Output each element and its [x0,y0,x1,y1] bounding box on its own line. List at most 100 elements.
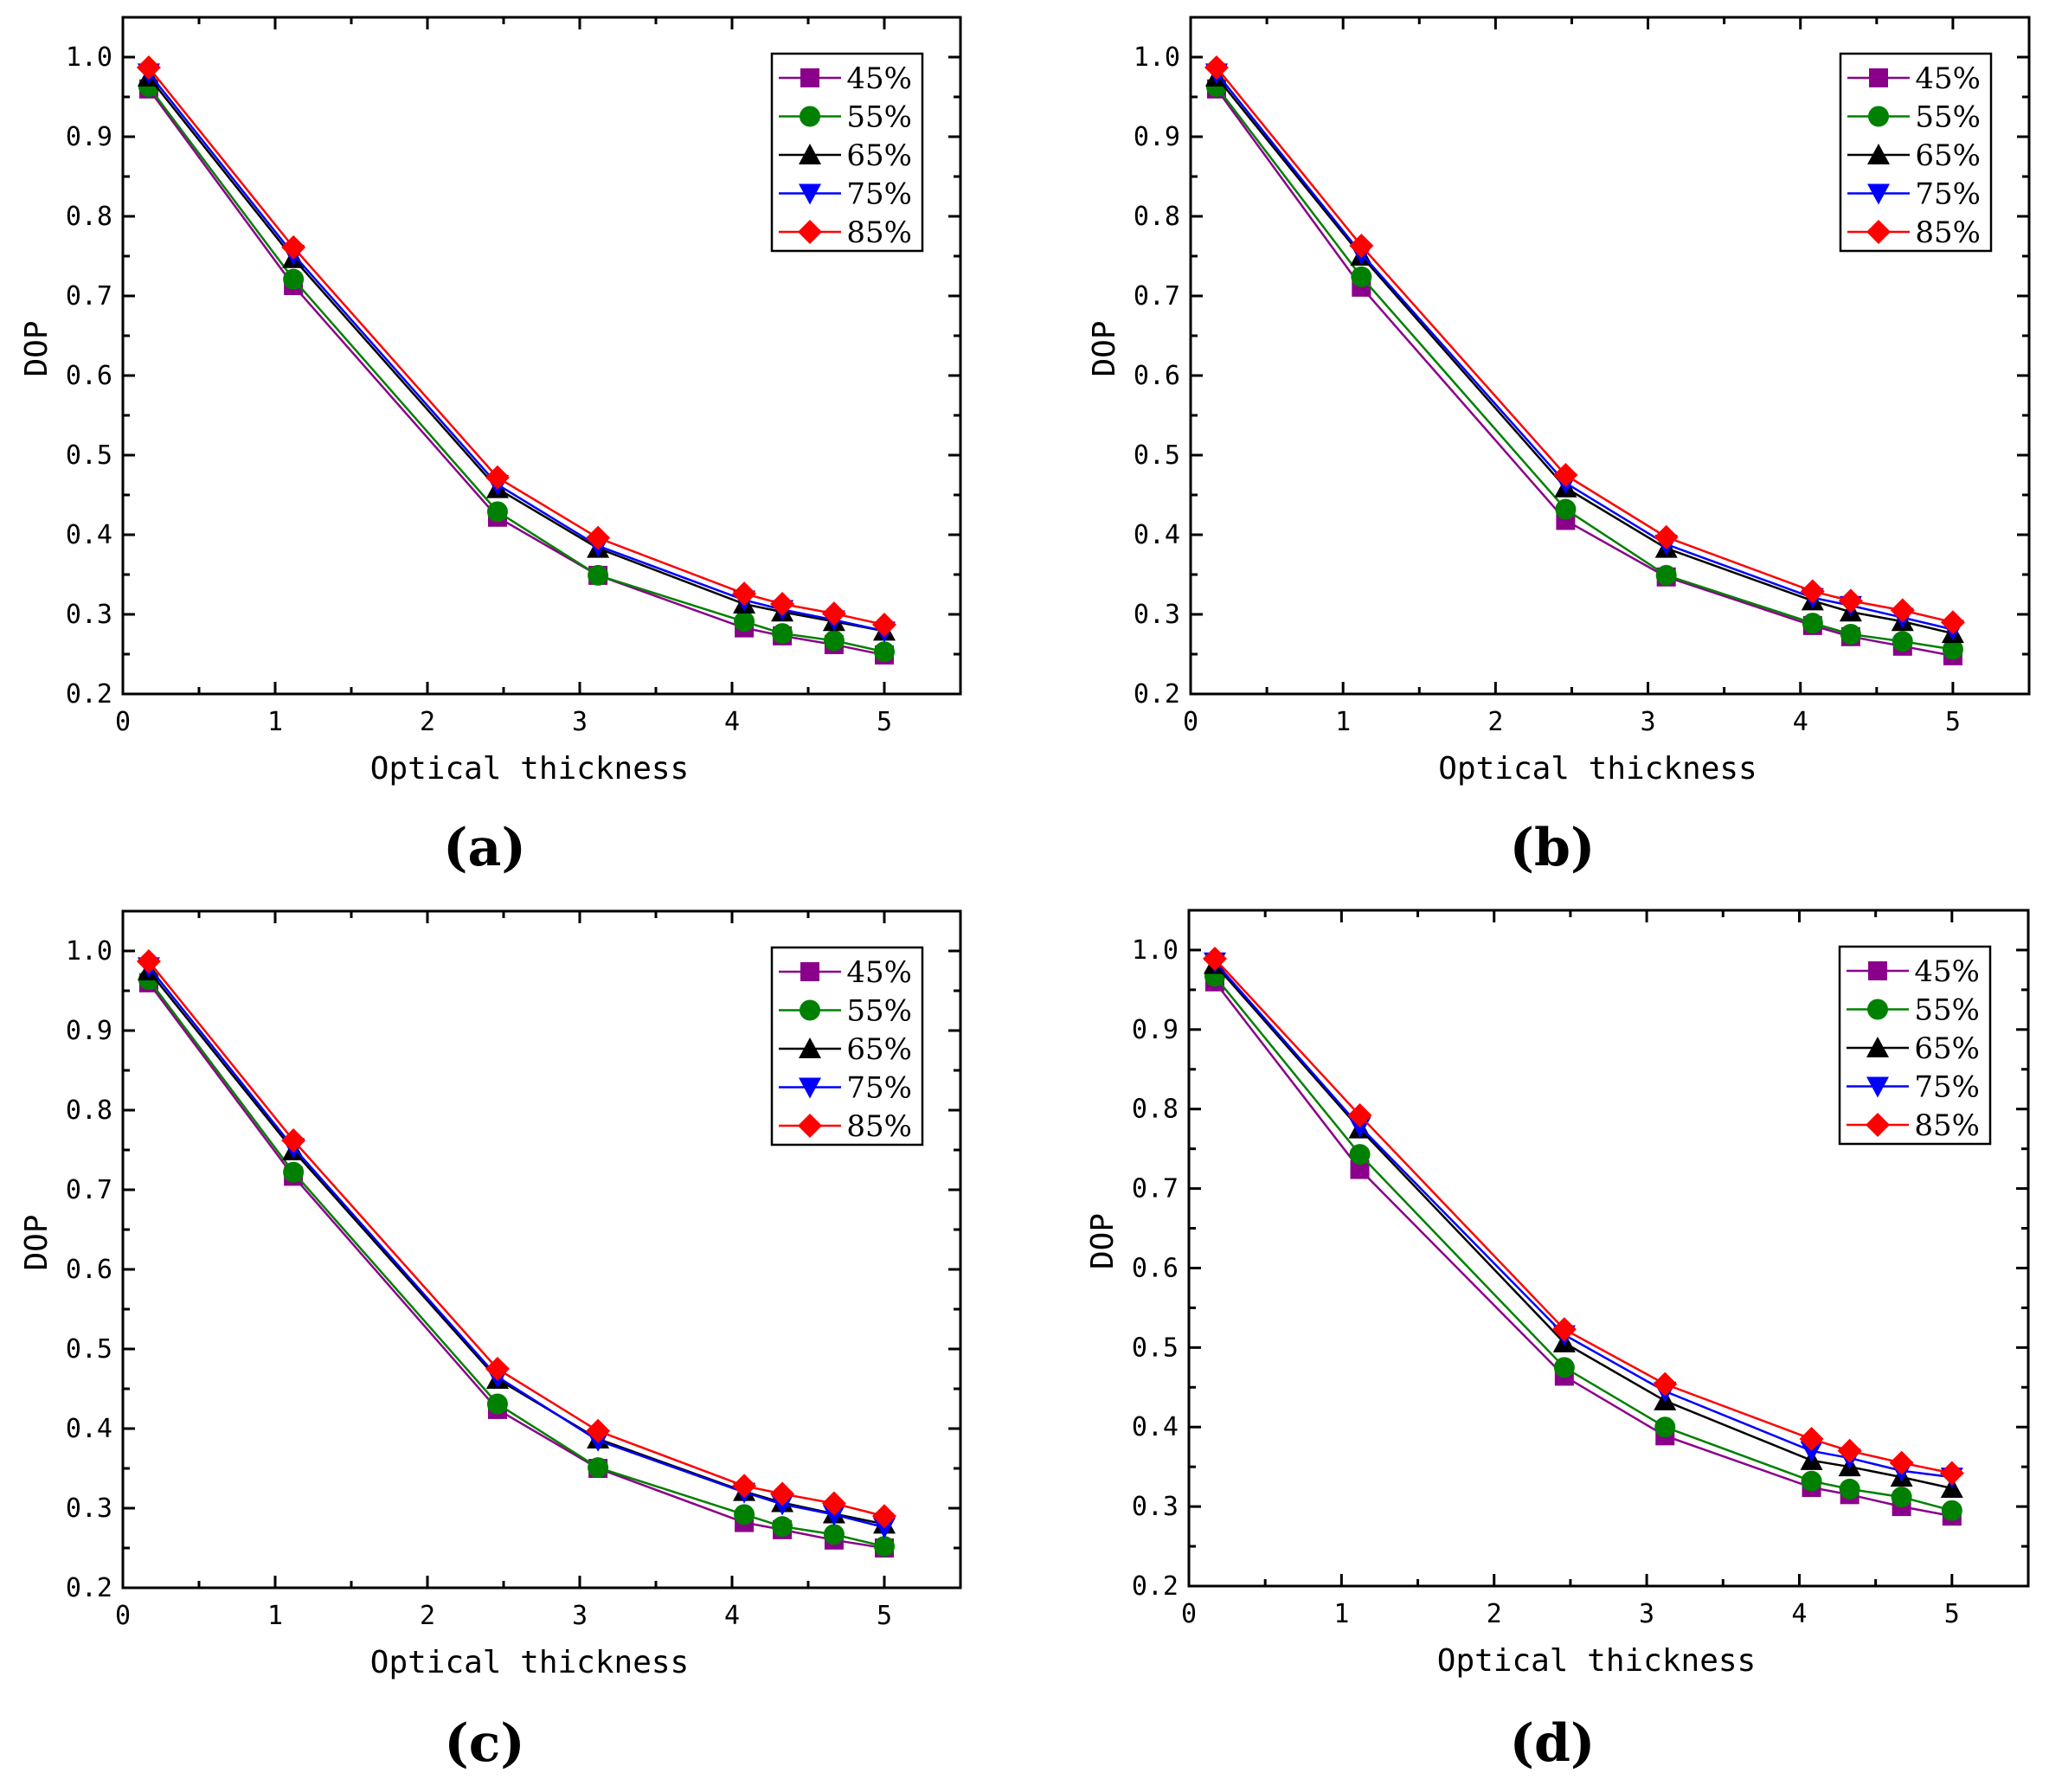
chart-panel-a: 0 1 2 3 4 5 0.2 0.3 0.4 0.5 0.6 0.7 0.8 0.9 1.0 Optical… [19,16,962,878]
series-85 [136,55,896,637]
data-point [1840,624,1861,645]
x-tick-label: 3 [572,707,588,737]
x-tick-label: 3 [1639,1599,1654,1629]
legend-label: 65% [846,1032,912,1067]
data-point [770,592,795,617]
y-tick-label: 0.2 [1134,679,1180,710]
data-point [281,1127,306,1153]
data-point [485,465,510,490]
panel-label: (c) [444,1713,524,1774]
y-tick-label: 0.8 [1134,202,1180,232]
data-point [732,1474,757,1499]
x-axis-title: Optical thickness [1437,1643,1756,1679]
data-point [1892,631,1913,652]
series-line [1215,76,1954,635]
legend-marker [1867,183,1890,205]
y-tick-label: 0.9 [66,1016,112,1046]
data-point [586,525,611,550]
data-point [1655,564,1677,586]
data-point [1551,1317,1577,1342]
y-tick-label: 0.9 [1132,1015,1179,1045]
plot-frame [121,909,962,1590]
data-point [1351,266,1372,287]
series-line [1214,960,1952,1479]
data-point [1890,598,1915,623]
y-tick-label: 0.4 [66,1414,112,1444]
y-tick-label: 0.3 [1134,600,1180,630]
y-tick-label: 1.0 [66,936,112,967]
y-axis-title: DOP [1087,320,1122,376]
y-tick-label: 0.6 [1134,361,1180,391]
y-tick-label: 0.7 [1134,281,1180,312]
chart-panel-b: 0 1 2 3 4 5 0.2 0.3 0.4 0.5 0.6 0.7 0.8 0.9 1.0 Optical… [1087,16,2031,878]
legend-box [1839,52,1993,253]
data-point [872,612,896,637]
y-axis-title: DOP [19,320,55,376]
series-line [147,72,885,633]
plot-frame [1187,909,2030,1588]
x-tick-label: 1 [1335,707,1351,737]
data-point [1347,1103,1372,1128]
y-tick-label: 0.2 [1132,1571,1179,1602]
data-point [283,1161,305,1183]
data-point [1799,1427,1824,1452]
legend-marker [1869,68,1888,87]
x-tick-label: 0 [115,1601,131,1631]
legend-marker [799,144,821,164]
x-tick-label: 2 [420,707,435,737]
legend-label: 85% [846,215,912,250]
data-point [1350,1159,1370,1179]
y-tick-label: 0.8 [1132,1095,1179,1125]
series-line [1215,72,1954,631]
plot-frame [1189,16,2031,696]
x-tick-label: 3 [572,1601,588,1631]
data-point [821,1491,846,1516]
data-point [1553,463,1578,487]
x-axis-title: Optical thickness [370,751,689,787]
x-tick-label: 5 [1944,1599,1960,1629]
legend-label: 65% [1914,1031,1980,1066]
data-point [1837,1438,1862,1463]
data-point [734,611,755,633]
data-point [1942,639,1963,660]
panel-label: (b) [1510,818,1596,878]
y-tick-label: 1.0 [1134,42,1180,73]
legend-marker [1866,1076,1889,1098]
data-point [1654,1416,1676,1438]
y-tick-label: 0.5 [66,1334,112,1365]
data-point [486,501,508,523]
x-tick-label: 4 [724,707,740,737]
legend-marker [799,183,821,205]
legend-marker [800,106,820,127]
x-tick-label: 1 [267,707,283,737]
data-point [586,1418,611,1443]
x-tick-label: 5 [877,707,892,737]
legend-box [1838,945,1992,1146]
x-tick-label: 0 [1181,1599,1197,1629]
y-tick-label: 0.4 [1134,520,1180,550]
series-line [147,76,885,633]
data-point [874,641,895,663]
plot-frame [121,16,962,696]
legend-label: 45% [1914,954,1980,989]
data-point [732,581,757,607]
series-85 [1202,947,1964,1486]
legend-label: 45% [846,955,912,990]
x-tick-label: 5 [1945,707,1961,737]
y-tick-label: 0.5 [1132,1333,1179,1363]
legend-label: 55% [1915,100,1981,135]
chart-panel-c: 0 1 2 3 4 5 0.2 0.3 0.4 0.5 0.6 0.7 0.8 0.9 1.0 Optical… [19,909,962,1774]
legend-marker [1868,106,1889,127]
series-85 [1204,55,1965,635]
data-point [1802,613,1823,634]
x-axis-title: Optical thickness [370,1645,689,1680]
legend-marker [1866,1037,1889,1057]
legend-label: 45% [1915,61,1981,96]
y-axis-title: DOP [19,1214,55,1270]
legend-label: 55% [846,994,912,1029]
x-tick-label: 2 [420,1601,435,1631]
y-tick-label: 1.0 [1132,935,1179,966]
data-point [874,1536,895,1558]
y-tick-label: 0.6 [66,361,112,391]
